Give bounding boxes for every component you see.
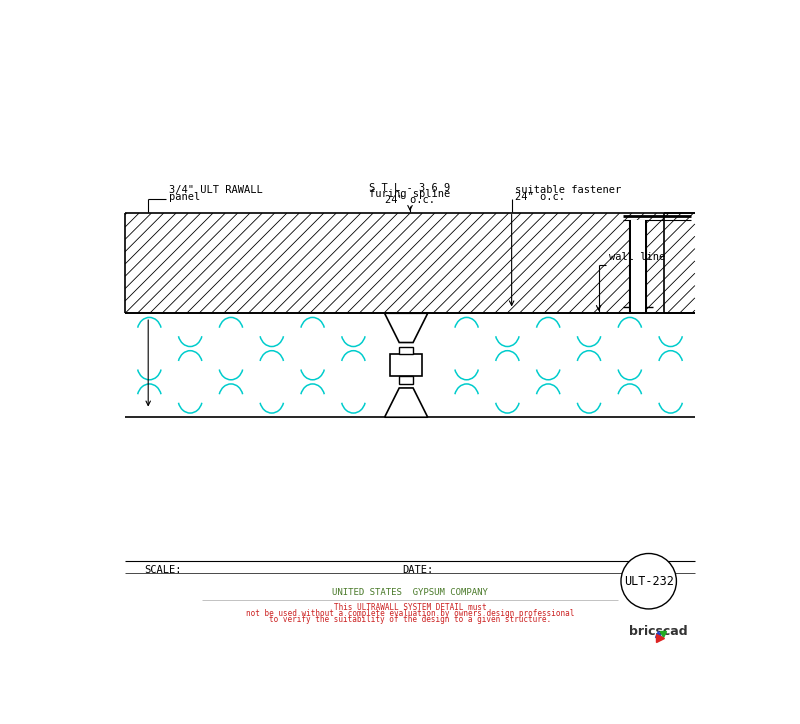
Bar [399, 376, 413, 384]
Text: suitable fastener: suitable fastener [515, 185, 622, 195]
Text: to verify the suitability of the design to a given structure.: to verify the suitability of the design … [269, 615, 551, 624]
Polygon shape [385, 388, 428, 417]
Text: furing spline: furing spline [370, 189, 450, 199]
Text: DATE:: DATE: [402, 565, 434, 575]
Text: bricscad: bricscad [629, 626, 687, 638]
Text: not be used without a complete evaluation by owners design professional: not be used without a complete evaluatio… [246, 609, 574, 618]
Polygon shape [385, 313, 428, 342]
Text: 24" o.c.: 24" o.c. [385, 195, 435, 206]
Text: S T L - 3 6 9: S T L - 3 6 9 [370, 183, 450, 193]
Bar [125, 213, 695, 313]
Text: This ULTRAWALL SYSTEM DETAIL must: This ULTRAWALL SYSTEM DETAIL must [334, 603, 486, 612]
Text: 24" o.c.: 24" o.c. [515, 193, 566, 203]
Bar [390, 355, 422, 376]
Text: SCALE:: SCALE: [144, 565, 182, 575]
Circle shape [621, 554, 677, 609]
Bar [631, 220, 645, 312]
Bar [399, 347, 413, 355]
Text: panel: panel [169, 193, 200, 203]
Text: UNITED STATES  GYPSUM COMPANY: UNITED STATES GYPSUM COMPANY [332, 588, 488, 597]
Text: 3/4" ULT RAWALL: 3/4" ULT RAWALL [169, 185, 262, 195]
Text: wall line: wall line [609, 253, 665, 262]
Text: ULT-232: ULT-232 [624, 575, 674, 588]
